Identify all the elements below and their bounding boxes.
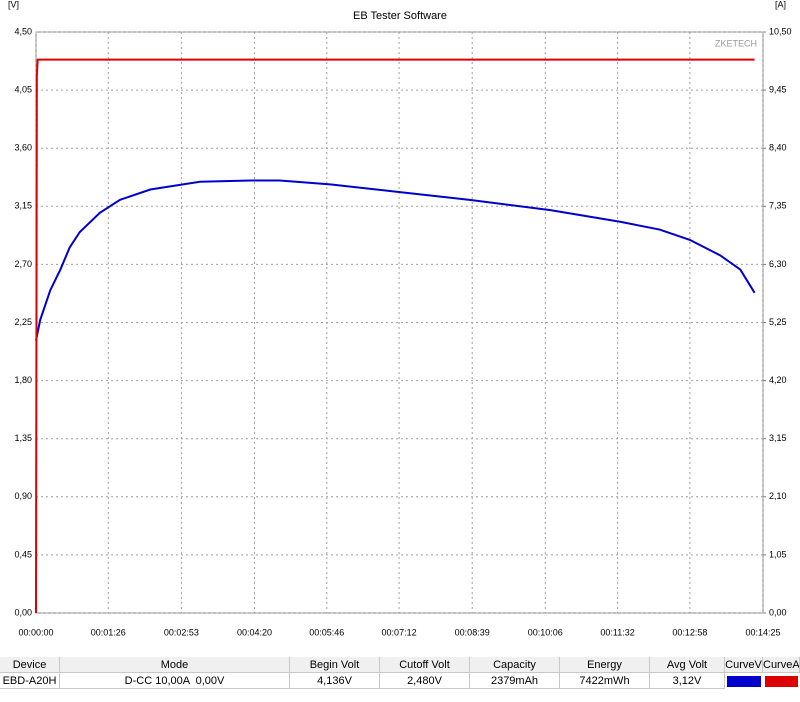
y-tick-label: 1,80 bbox=[14, 375, 32, 385]
curve-swatch bbox=[765, 676, 798, 687]
y2-tick-label: 6,30 bbox=[769, 259, 787, 269]
y2-tick-label: 2,10 bbox=[769, 491, 787, 501]
summary-table: Device Mode Begin Volt Cutoff Volt Capacity E… bbox=[0, 657, 800, 702]
table-header: Energy bbox=[560, 657, 650, 673]
curve-swatch bbox=[727, 676, 761, 687]
y2-tick-label: 10,50 bbox=[769, 26, 792, 36]
table-header: Begin Volt bbox=[290, 657, 380, 673]
y2-tick-label: 5,25 bbox=[769, 317, 787, 327]
x-tick-label: 00:00:00 bbox=[18, 627, 53, 637]
y-tick-label: 4,50 bbox=[14, 26, 32, 36]
y2-tick-label: 1,05 bbox=[769, 549, 787, 559]
table-header: Cutoff Volt bbox=[380, 657, 470, 673]
y2-tick-label: 9,45 bbox=[769, 84, 787, 94]
x-tick-label: 00:04:20 bbox=[237, 627, 272, 637]
x-tick-label: 00:05:46 bbox=[309, 627, 344, 637]
table-cell: EBD-A20H bbox=[0, 673, 60, 689]
series-line bbox=[35, 58, 755, 614]
table-header: CurveA bbox=[763, 657, 800, 673]
y-tick-label: 3,60 bbox=[14, 143, 32, 153]
watermark: ZKETECH bbox=[715, 38, 757, 48]
table-cell: 3,12V bbox=[650, 673, 725, 689]
x-tick-label: 00:02:53 bbox=[164, 627, 199, 637]
y-tick-label: 0,00 bbox=[14, 607, 32, 617]
y2-tick-label: 0,00 bbox=[769, 607, 787, 617]
x-tick-label: 00:01:26 bbox=[91, 627, 126, 637]
y2-axis-label: [A] bbox=[775, 0, 786, 9]
table-cell: D-CC 10,00A 0,00V bbox=[60, 673, 290, 689]
x-tick-label: 00:14:25 bbox=[745, 627, 780, 637]
table-header: Device bbox=[0, 657, 60, 673]
y-axis-label: [V] bbox=[8, 0, 19, 9]
chart: EB Tester Software [V] [A] ZKETECH 0,00 0… bbox=[8, 0, 792, 637]
y2-tick-label: 4,20 bbox=[769, 375, 787, 385]
y2-tick-label: 7,35 bbox=[769, 201, 787, 211]
table-header: CurveV bbox=[725, 657, 763, 673]
table-cell: 7422mWh bbox=[560, 673, 650, 689]
y-tick-label: 2,25 bbox=[14, 317, 32, 327]
table-header: Avg Volt bbox=[650, 657, 725, 673]
x-tick-label: 00:08:39 bbox=[455, 627, 490, 637]
y2-tick-label: 3,15 bbox=[769, 433, 787, 443]
y-tick-label: 4,05 bbox=[14, 84, 32, 94]
table-cell: 4,136V bbox=[290, 673, 380, 689]
y-tick-label: 0,45 bbox=[14, 549, 32, 559]
x-tick-label: 00:11:32 bbox=[600, 627, 634, 637]
y2-tick-label: 8,40 bbox=[769, 143, 787, 153]
table-header: Mode bbox=[60, 657, 290, 673]
x-tick-label: 00:10:06 bbox=[528, 627, 563, 637]
chart-title: EB Tester Software bbox=[353, 10, 447, 22]
y-tick-label: 3,15 bbox=[14, 201, 32, 211]
table-header: Capacity bbox=[470, 657, 560, 673]
y-tick-label: 1,35 bbox=[14, 433, 32, 443]
y-tick-label: 0,90 bbox=[14, 491, 32, 501]
x-tick-label: 00:07:12 bbox=[382, 627, 417, 637]
table-cell: 2379mAh bbox=[470, 673, 560, 689]
table-cell: 2,480V bbox=[380, 673, 470, 689]
x-tick-label: 00:12:58 bbox=[672, 627, 707, 637]
y-tick-label: 2,70 bbox=[14, 259, 32, 269]
series-line bbox=[35, 179, 756, 341]
